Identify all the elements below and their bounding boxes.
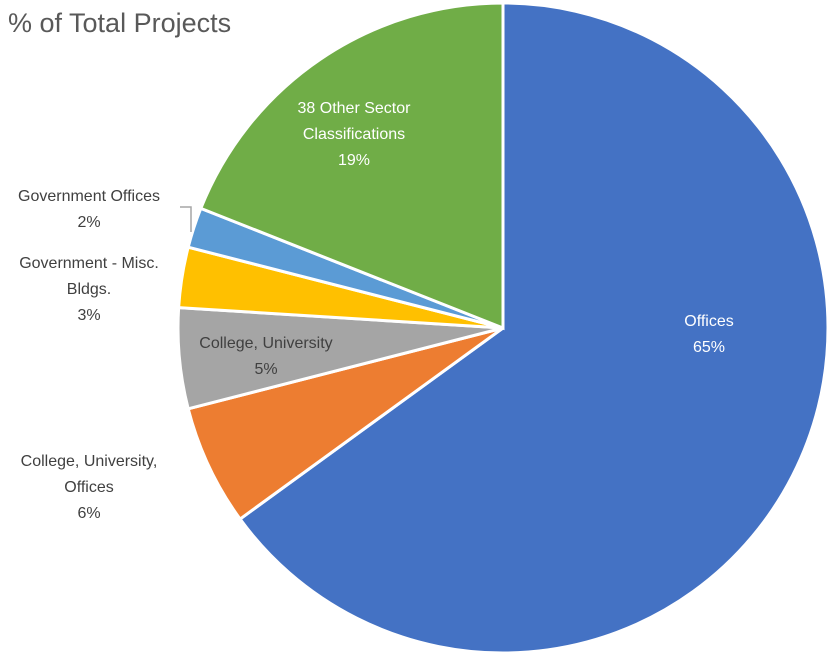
slice-label-1: College, University, Offices 6% bbox=[21, 453, 158, 522]
slice-label-5: 38 Other Sector Classifications 19% bbox=[298, 100, 412, 169]
leader-line-government-offices bbox=[180, 206, 192, 232]
leader-lines bbox=[180, 206, 192, 232]
chart-title: % of Total Projects bbox=[8, 8, 232, 38]
pie-slice-1 bbox=[186, 326, 504, 522]
pie-slice-5 bbox=[198, 1, 505, 331]
slice-label-4: Government Offices 2% bbox=[18, 188, 160, 231]
slice-label-0: Offices 65% bbox=[684, 313, 734, 356]
slice-label-2: College, University 5% bbox=[199, 335, 332, 378]
pie-slice-0 bbox=[237, 1, 830, 655]
pie-slices bbox=[176, 1, 830, 655]
slice-label-3: Government - Misc. Bldgs. 3% bbox=[19, 255, 159, 324]
slice-labels: Offices 65% College, University, Offices 6% C… bbox=[18, 100, 734, 522]
